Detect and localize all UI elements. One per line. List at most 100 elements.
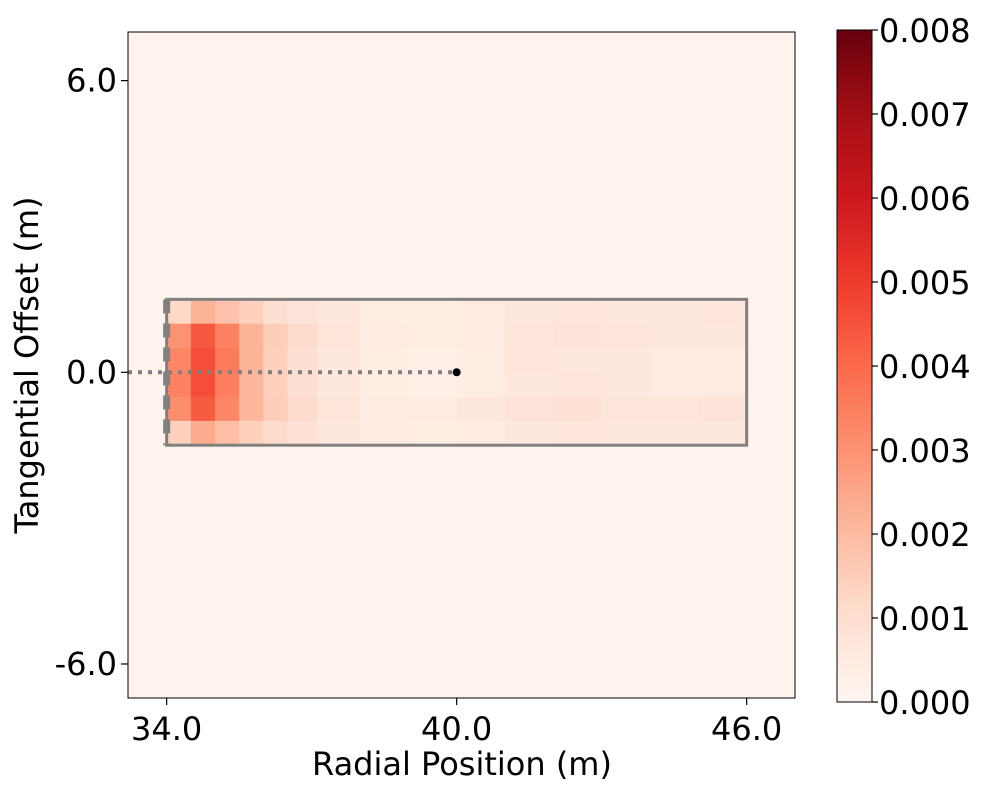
heatmap-cell [190,299,216,325]
heatmap-cell [166,420,192,446]
heatmap-cell [263,299,289,325]
heatmap-cell [317,347,361,373]
heatmap-cell [166,347,192,373]
heatmap-cell [215,396,240,422]
heatmap-cell [650,420,699,446]
x-tick-label: 46.0 [711,710,782,748]
heatmap-cell [317,323,361,349]
heatmap-cell [317,299,361,325]
heatmap-cell [215,299,240,325]
heatmap-cell [601,299,651,325]
heatmap-cell [360,323,409,349]
heatmap-cell [215,372,240,398]
heatmap-cell [190,347,216,373]
heatmap-cell [505,396,554,422]
colorbar-tick-label: 0.000 [879,684,971,722]
heatmap-cell [650,299,699,325]
heatmap-cell [263,347,289,373]
heatmap-cell [408,299,458,325]
x-axis-label: Radial Position (m) [312,745,612,783]
heatmap-cell [408,396,458,422]
colorbar: 0.000 0.001 0.002 0.003 0.004 0.005 0.006 0.007… [836,12,971,722]
heatmap-cell [239,396,264,422]
heatmap-cell [317,396,361,422]
heatmap-cell [190,396,216,422]
heatmap-cell [239,347,264,373]
heatmap-cell [317,420,361,446]
heatmap-cell [360,420,409,446]
heatmap-cell [239,372,264,398]
heatmap-cell [190,420,216,446]
heatmap-cell [215,347,240,373]
colorbar-tick-label: 0.004 [879,348,971,386]
heatmap-cell [650,372,699,398]
heatmap-cell [263,420,289,446]
x-tick-label: 34.0 [131,710,202,748]
heatmap-cell [215,420,240,446]
colorbar-gradient [837,30,872,702]
heatmap-cell [408,372,458,398]
heatmap-cell [456,299,506,325]
plot-area [127,31,796,699]
heatmap-cell [360,396,409,422]
heatmap-cell [698,347,748,373]
colorbar-tick-label: 0.008 [879,12,971,50]
heatmap-cell [505,372,554,398]
heatmap-cell [601,347,651,373]
heatmap-cell [190,372,216,398]
colorbar-tick-label: 0.005 [879,264,971,302]
y-tick-label: 0.0 [66,353,117,391]
heatmap-cell [190,323,216,349]
heatmap-cell [263,372,289,398]
heatmap-cell [505,323,554,349]
heatmap-cell [650,396,699,422]
heatmap-cell [456,323,506,349]
heatmap-cell [698,323,748,349]
heatmap-cell [166,396,192,422]
heatmap-cell [408,347,458,373]
heatmap-cell [360,372,409,398]
colorbar-tick-label: 0.002 [879,516,971,554]
heatmap-cells [166,299,748,446]
heatmap-cell [698,299,748,325]
heatmap-cell [553,347,603,373]
heatmap-cell [166,372,192,398]
heatmap-cell [166,299,192,325]
heatmap-cell [287,323,319,349]
heatmap-cell [166,323,192,349]
heatmap-cell [456,347,506,373]
heatmap-cell [456,420,506,446]
heatmap-cell [601,420,651,446]
heatmap-cell [287,347,319,373]
heatmap-cell [408,420,458,446]
heatmap-cell [698,396,748,422]
heatmap-cell [360,299,409,325]
heatmap-cell [601,372,651,398]
y-tick-label: -6.0 [55,645,117,683]
heatmap-cell [505,299,554,325]
heatmap-cell [553,420,603,446]
x-axis: 34.0 40.0 46.0 [131,698,782,748]
x-tick-label: 40.0 [421,710,492,748]
colorbar-tick-label: 0.006 [879,180,971,218]
y-axis: -6.0 0.0 6.0 [55,62,128,683]
heatmap-cell [698,372,748,398]
heatmap-cell [239,323,264,349]
heatmap-cell [360,347,409,373]
heatmap-cell [456,396,506,422]
colorbar-tick-label: 0.003 [879,432,971,470]
heatmap-cell [239,299,264,325]
heatmap-cell [601,396,651,422]
heatmap-cell [456,372,506,398]
heatmap-cell [553,323,603,349]
heatmap-cell [287,372,319,398]
heatmap-cell [287,396,319,422]
center-point-marker [452,368,461,377]
heatmap-cell [505,347,554,373]
heatmap-cell [505,420,554,446]
heatmap-cell [553,299,603,325]
heatmap-cell [553,372,603,398]
heatmap-cell [317,372,361,398]
heatmap-cell [650,347,699,373]
